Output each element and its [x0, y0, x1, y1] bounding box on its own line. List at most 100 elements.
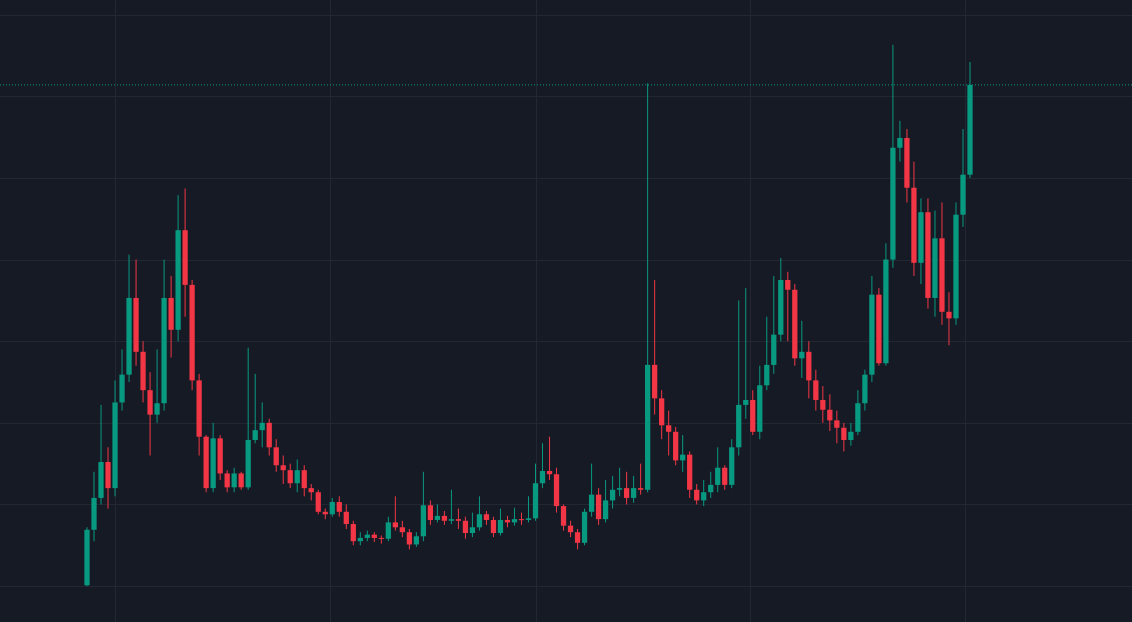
- candle-body: [883, 259, 889, 364]
- candle-body: [630, 488, 637, 498]
- candle-body: [666, 425, 672, 432]
- candle-body: [918, 212, 924, 263]
- candle-body: [820, 399, 826, 410]
- candle-body: [231, 473, 237, 488]
- candle-body: [420, 505, 427, 537]
- candle-body: [659, 398, 665, 426]
- candle-body: [834, 420, 840, 428]
- candle-body: [588, 494, 595, 512]
- candle-body: [469, 527, 476, 534]
- candle-body: [532, 483, 539, 519]
- candle-body: [785, 279, 791, 290]
- candle-body: [84, 529, 90, 586]
- candle-body: [280, 465, 286, 471]
- candle-body: [946, 311, 952, 319]
- candle-body: [133, 297, 139, 352]
- candle-body: [294, 470, 300, 484]
- candle-body: [595, 494, 602, 520]
- candle-body: [119, 374, 125, 403]
- candle-body: [967, 84, 973, 175]
- candle-body: [862, 374, 868, 404]
- candle-body: [771, 334, 777, 365]
- candle-body: [378, 537, 384, 539]
- candle-body: [126, 297, 132, 375]
- candle-body: [890, 147, 896, 260]
- candle-body: [827, 409, 833, 421]
- candle-body: [455, 519, 462, 521]
- candle-body: [175, 230, 181, 330]
- candle-body: [490, 519, 497, 534]
- candle-body: [876, 294, 882, 364]
- candle-body: [637, 488, 644, 490]
- candle-body: [441, 515, 448, 521]
- candle-body: [553, 474, 560, 507]
- candle-body: [245, 439, 251, 488]
- candle-body: [736, 404, 742, 448]
- candle-body: [841, 427, 847, 440]
- candle-body: [518, 519, 525, 521]
- candle-body: [560, 506, 567, 526]
- candle-body: [616, 488, 623, 490]
- candle-body: [105, 462, 111, 489]
- candle-body: [806, 351, 812, 381]
- candle-body: [581, 511, 588, 543]
- candle-body: [497, 519, 504, 534]
- candle-body: [413, 536, 420, 545]
- candle-body: [897, 137, 903, 148]
- candle-body: [939, 238, 945, 312]
- candle-body: [434, 515, 441, 520]
- candle-body: [371, 534, 377, 538]
- candle-body: [308, 488, 314, 493]
- candle-body: [385, 522, 391, 539]
- candle-body: [91, 497, 97, 530]
- candle-body: [778, 279, 784, 335]
- candle-body: [813, 380, 819, 400]
- candle-body: [301, 470, 307, 489]
- candle-body: [322, 511, 328, 515]
- candle-body: [217, 438, 223, 474]
- candle-body: [476, 514, 483, 528]
- candle-body: [673, 431, 679, 461]
- candle-body: [448, 519, 455, 521]
- candle-body: [546, 470, 553, 475]
- candle-body: [750, 399, 756, 432]
- candle-body: [911, 187, 917, 263]
- candle-body: [855, 403, 861, 432]
- candle-body: [525, 518, 532, 520]
- candle-body: [427, 505, 434, 520]
- candle-body: [609, 489, 616, 501]
- candle-body: [161, 297, 167, 404]
- candle-body: [140, 351, 146, 391]
- candle-body: [869, 294, 875, 375]
- candle-body: [252, 430, 258, 440]
- candle-body: [680, 454, 686, 461]
- candle-body: [266, 422, 272, 448]
- candle-body: [701, 492, 707, 501]
- candle-body: [623, 488, 630, 498]
- candle-body: [287, 470, 293, 484]
- candle-body: [406, 532, 412, 545]
- candle-body: [504, 519, 511, 523]
- candle-body: [687, 454, 693, 490]
- candle-body: [757, 385, 763, 432]
- candle-body: [210, 438, 216, 489]
- candle-body: [350, 524, 356, 542]
- candle-body: [224, 473, 230, 488]
- candle-body: [708, 484, 714, 493]
- candle-body: [483, 514, 490, 520]
- candle-body: [462, 520, 469, 534]
- candle-body: [799, 351, 805, 359]
- candle-body: [645, 364, 651, 490]
- candle-body: [196, 380, 202, 437]
- candle-body: [539, 470, 546, 484]
- candle-body: [953, 214, 959, 319]
- candle-body: [336, 502, 342, 512]
- candle-body: [182, 230, 188, 285]
- candle-body: [147, 390, 153, 415]
- candle-body: [932, 238, 938, 298]
- candle-body: [189, 284, 195, 381]
- candle-body: [764, 364, 770, 386]
- candle-body: [743, 399, 749, 405]
